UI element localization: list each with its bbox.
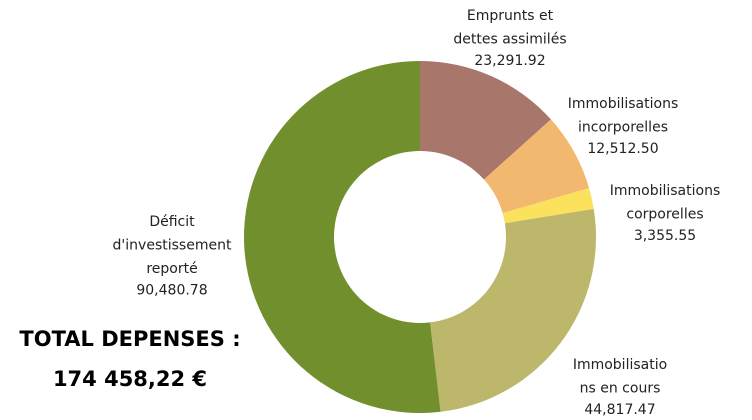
donut-slice (502, 188, 594, 224)
slice-label: Immobilisatio (573, 357, 667, 373)
slice-label: Emprunts et (467, 8, 554, 24)
slice-label: incorporelles (578, 120, 668, 136)
slice-label: d'investissement (113, 238, 232, 254)
value-label: 23,291.92 (474, 53, 545, 69)
slice-label: Immobilisations (568, 96, 679, 112)
value-label: 90,480.78 (136, 283, 207, 299)
slice-label: reporté (146, 261, 197, 277)
slice-label: ns en cours (580, 381, 661, 397)
slice-label: Déficit (149, 214, 195, 230)
donut-slice (420, 61, 551, 180)
slice-label: corporelles (626, 207, 703, 223)
donut-slice (430, 208, 596, 412)
donut-slice (244, 61, 441, 413)
value-label: 3,355.55 (634, 228, 696, 244)
value-label: 44,817.47 (584, 402, 655, 418)
slice-label: dettes assimilés (453, 32, 566, 48)
value-label: 12,512.50 (587, 141, 658, 157)
total-value: 174 458,22 € (53, 367, 207, 391)
donut-slice (483, 119, 590, 214)
total-label: TOTAL DEPENSES : (19, 327, 240, 351)
slice-label: Immobilisations (610, 183, 721, 199)
